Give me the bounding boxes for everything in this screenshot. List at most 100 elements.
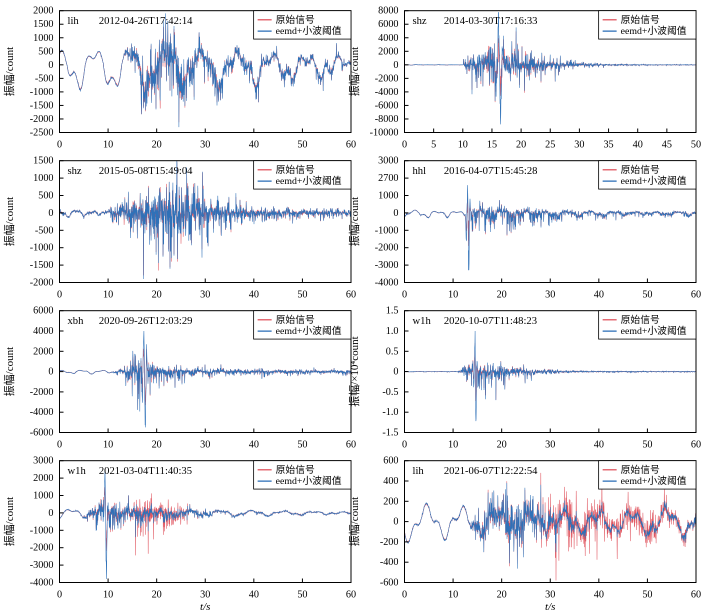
svg-text:-2000: -2000 — [375, 73, 399, 84]
svg-text:2016-04-07T15:45:28: 2016-04-07T15:45:28 — [444, 166, 538, 177]
svg-text:-4000: -4000 — [375, 87, 399, 98]
svg-text:50: 50 — [642, 289, 652, 300]
svg-text:1500: 1500 — [33, 19, 53, 30]
svg-text:3000: 3000 — [378, 156, 398, 167]
svg-text:30: 30 — [545, 439, 555, 450]
svg-text:-2500: -2500 — [30, 128, 54, 139]
svg-text:eemd+小波阈值: eemd+小波阈值 — [276, 324, 342, 337]
svg-text:30: 30 — [545, 589, 555, 600]
svg-text:-8000: -8000 — [375, 114, 399, 125]
svg-text:-10000: -10000 — [370, 128, 399, 139]
svg-text:2700: 2700 — [378, 173, 398, 184]
svg-text:3000: 3000 — [33, 456, 53, 467]
svg-text:20: 20 — [516, 139, 526, 150]
svg-text:2020-09-26T12:03:29: 2020-09-26T12:03:29 — [99, 316, 193, 327]
svg-text:50: 50 — [297, 139, 307, 150]
svg-text:6000: 6000 — [378, 19, 398, 30]
svg-text:400: 400 — [383, 476, 398, 487]
svg-text:50: 50 — [297, 289, 307, 300]
svg-text:45: 45 — [662, 139, 672, 150]
svg-text:20: 20 — [497, 289, 507, 300]
svg-text:-4000: -4000 — [375, 277, 399, 288]
svg-text:-1500: -1500 — [30, 260, 54, 271]
svg-text:-0.5: -0.5 — [382, 387, 398, 398]
svg-text:200: 200 — [383, 496, 398, 507]
svg-text:0: 0 — [393, 60, 398, 71]
svg-text:-1.0: -1.0 — [382, 407, 398, 418]
svg-text:60: 60 — [691, 289, 701, 300]
svg-text:50: 50 — [691, 139, 701, 150]
svg-text:35: 35 — [603, 139, 613, 150]
svg-text:-1000: -1000 — [375, 225, 399, 236]
svg-text:20: 20 — [152, 439, 162, 450]
svg-text:1000: 1000 — [33, 173, 53, 184]
svg-text:振幅/×10⁴count: 振幅/×10⁴count — [347, 336, 361, 407]
svg-text:8000: 8000 — [378, 6, 398, 17]
svg-text:-1.5: -1.5 — [382, 427, 398, 438]
svg-text:40: 40 — [249, 289, 259, 300]
svg-text:-6000: -6000 — [30, 427, 54, 438]
svg-text:1.0: 1.0 — [386, 326, 399, 337]
svg-text:0: 0 — [48, 508, 53, 519]
svg-text:-600: -600 — [380, 577, 399, 588]
svg-text:10: 10 — [103, 139, 113, 150]
svg-text:-1500: -1500 — [30, 100, 54, 111]
svg-text:2014-03-30T17:16:33: 2014-03-30T17:16:33 — [444, 16, 538, 27]
svg-text:振幅/count: 振幅/count — [347, 497, 361, 546]
svg-text:原始信号: 原始信号 — [276, 313, 315, 326]
svg-text:1500: 1500 — [33, 156, 53, 167]
svg-text:-3000: -3000 — [30, 560, 54, 571]
svg-text:原始信号: 原始信号 — [621, 463, 660, 476]
svg-text:4000: 4000 — [33, 326, 53, 337]
svg-text:30: 30 — [200, 439, 210, 450]
svg-text:shz: shz — [68, 166, 82, 177]
svg-text:30: 30 — [200, 589, 210, 600]
svg-text:-2000: -2000 — [30, 114, 54, 125]
svg-text:1000: 1000 — [33, 490, 53, 501]
svg-text:1.5: 1.5 — [386, 306, 399, 317]
svg-text:-200: -200 — [380, 537, 399, 548]
svg-text:40: 40 — [249, 439, 259, 450]
svg-text:20: 20 — [152, 589, 162, 600]
svg-text:500: 500 — [38, 190, 53, 201]
svg-text:xbh: xbh — [68, 316, 85, 327]
svg-text:原始信号: 原始信号 — [276, 13, 315, 26]
svg-text:eemd+小波阈值: eemd+小波阈值 — [276, 474, 342, 487]
svg-text:0: 0 — [57, 139, 62, 150]
svg-text:0: 0 — [48, 367, 53, 378]
svg-text:0: 0 — [393, 208, 398, 219]
svg-text:原始信号: 原始信号 — [621, 163, 660, 176]
svg-text:30: 30 — [200, 289, 210, 300]
svg-text:40: 40 — [633, 139, 643, 150]
svg-text:5: 5 — [431, 139, 436, 150]
svg-text:0: 0 — [48, 60, 53, 71]
svg-text:30: 30 — [545, 289, 555, 300]
svg-text:hhl: hhl — [413, 166, 427, 177]
svg-text:振幅/count: 振幅/count — [347, 47, 361, 97]
svg-text:-1000: -1000 — [30, 87, 54, 98]
svg-text:10: 10 — [103, 589, 113, 600]
svg-text:2000: 2000 — [33, 346, 53, 357]
svg-text:t/s: t/s — [200, 601, 210, 613]
svg-text:1000: 1000 — [33, 33, 53, 44]
svg-text:-2000: -2000 — [30, 387, 54, 398]
svg-text:30: 30 — [200, 139, 210, 150]
svg-text:eemd+小波阈值: eemd+小波阈值 — [621, 24, 687, 37]
svg-text:20: 20 — [152, 289, 162, 300]
svg-text:0: 0 — [402, 289, 407, 300]
svg-text:10: 10 — [103, 439, 113, 450]
svg-text:50: 50 — [642, 589, 652, 600]
svg-text:0: 0 — [57, 589, 62, 600]
svg-text:-2000: -2000 — [375, 243, 399, 254]
svg-text:4000: 4000 — [378, 33, 398, 44]
svg-text:lih: lih — [413, 466, 425, 477]
svg-text:2015-05-08T15:49:04: 2015-05-08T15:49:04 — [99, 166, 193, 177]
svg-text:60: 60 — [691, 439, 701, 450]
svg-text:40: 40 — [594, 439, 604, 450]
svg-text:2020-10-07T11:48:23: 2020-10-07T11:48:23 — [444, 316, 537, 327]
svg-text:原始信号: 原始信号 — [276, 463, 315, 476]
svg-text:2000: 2000 — [33, 473, 53, 484]
svg-text:10: 10 — [448, 289, 458, 300]
svg-text:0: 0 — [57, 439, 62, 450]
svg-text:shz: shz — [413, 16, 427, 27]
